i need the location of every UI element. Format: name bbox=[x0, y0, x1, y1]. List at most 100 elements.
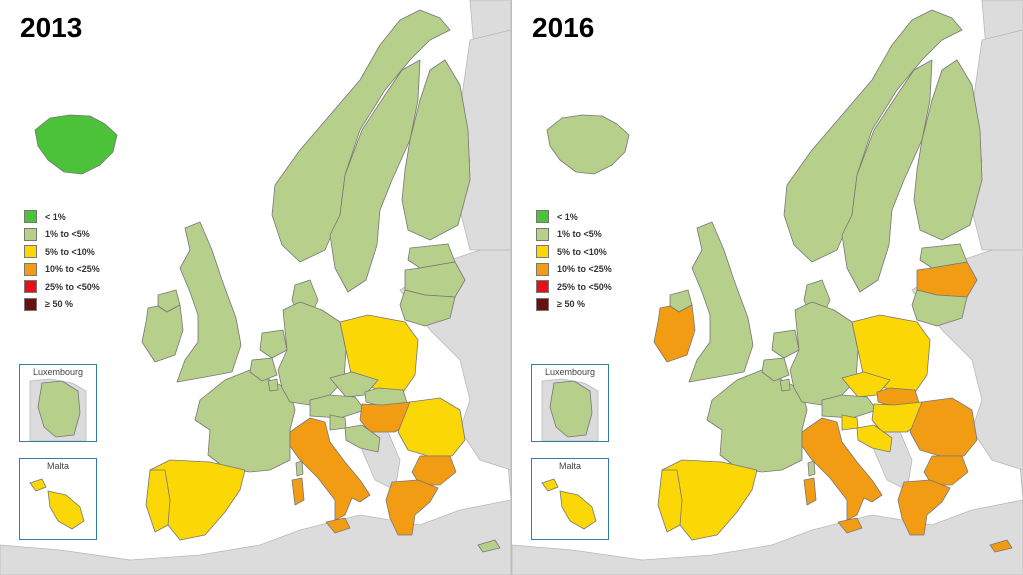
legend-swatch bbox=[536, 227, 549, 241]
legend-item: 1% to <5% bbox=[24, 226, 100, 244]
country-bulgaria bbox=[411, 455, 457, 486]
country-sardinia bbox=[291, 477, 305, 506]
year-title: 2016 bbox=[532, 12, 595, 43]
country-croatia bbox=[856, 424, 893, 453]
legend-label: 1% to <5% bbox=[557, 229, 602, 240]
legend-swatch bbox=[536, 262, 549, 276]
legend-swatch bbox=[536, 245, 549, 259]
non-eu-land bbox=[512, 0, 1023, 575]
panel-divider bbox=[511, 0, 512, 575]
legend-label: ≥ 50 % bbox=[45, 299, 73, 310]
legend-label: < 1% bbox=[557, 211, 578, 222]
legend-swatch bbox=[24, 245, 37, 259]
legend-swatch bbox=[536, 210, 549, 224]
luxembourg-inset: Luxembourg bbox=[531, 364, 609, 442]
legend-swatch bbox=[24, 227, 37, 241]
country-austria bbox=[309, 394, 366, 419]
country-croatia bbox=[344, 424, 381, 453]
country-iceland bbox=[546, 114, 630, 175]
legend-swatch bbox=[24, 262, 37, 276]
country-netherlands bbox=[259, 329, 288, 359]
malta-inset: Malta bbox=[531, 458, 609, 540]
country-poland bbox=[339, 314, 419, 393]
country-czechia bbox=[841, 371, 891, 398]
legend-item: < 1% bbox=[24, 208, 100, 226]
legend-label: 25% to <50% bbox=[45, 281, 100, 292]
legend-item: 25% to <50% bbox=[24, 278, 100, 296]
legend-item: 1% to <5% bbox=[536, 226, 612, 244]
year-title: 2013 bbox=[20, 12, 83, 43]
legend: < 1% 1% to <5% 5% to <10% 10% to <25% 25% to… bbox=[24, 208, 100, 313]
legend-swatch bbox=[24, 280, 37, 294]
legend-item: ≥ 50 % bbox=[24, 296, 100, 314]
country-uk bbox=[176, 221, 242, 383]
legend: < 1% 1% to <5% 5% to <10% 10% to <25% 25% to… bbox=[536, 208, 612, 313]
legend-swatch bbox=[24, 297, 37, 311]
country-finland bbox=[913, 59, 983, 241]
legend-label: 5% to <10% bbox=[45, 246, 95, 257]
country-sicily bbox=[837, 517, 863, 534]
country-france bbox=[194, 369, 296, 473]
country-finland bbox=[401, 59, 471, 241]
legend-swatch bbox=[24, 210, 37, 224]
malta-inset-title: Malta bbox=[558, 461, 581, 471]
country-germany bbox=[277, 301, 347, 406]
legend-item: 10% to <25% bbox=[536, 261, 612, 279]
legend-item: 25% to <50% bbox=[536, 278, 612, 296]
country-lithuania bbox=[911, 289, 968, 327]
country-corsica bbox=[295, 460, 304, 477]
country-romania bbox=[909, 397, 978, 457]
legend-label: 25% to <50% bbox=[557, 281, 612, 292]
country-austria bbox=[821, 394, 878, 419]
country-norway bbox=[783, 9, 963, 263]
country-bulgaria bbox=[923, 455, 969, 486]
country-luxembourg-inset bbox=[37, 380, 81, 438]
country-belgium bbox=[761, 357, 790, 382]
country-czechia bbox=[329, 371, 379, 398]
legend-swatch bbox=[536, 297, 549, 311]
country-uk bbox=[688, 221, 754, 383]
country-portugal bbox=[657, 469, 683, 533]
country-norway bbox=[271, 9, 451, 263]
legend-item: < 1% bbox=[536, 208, 612, 226]
malta-inset: Malta bbox=[19, 458, 97, 540]
country-luxembourg bbox=[267, 378, 279, 392]
map-panel-2013: 2013 < 1% 1% to <5% 5% to <10% 10% to <25% 2… bbox=[0, 0, 511, 575]
country-latvia bbox=[916, 261, 978, 298]
legend-label: 1% to <5% bbox=[45, 229, 90, 240]
legend-item: 5% to <10% bbox=[536, 243, 612, 261]
country-gozo bbox=[541, 478, 559, 492]
country-ireland bbox=[141, 304, 184, 363]
country-germany bbox=[789, 301, 859, 406]
europe-map bbox=[512, 0, 1023, 575]
malta-inset-title: Malta bbox=[46, 461, 69, 471]
country-sicily bbox=[325, 517, 351, 534]
map-panel-2016: 2016 < 1% 1% to <5% 5% to <10% 10% to <25% 2… bbox=[512, 0, 1023, 575]
luxembourg-inset-title: Luxembourg bbox=[32, 367, 84, 377]
country-gozo bbox=[29, 478, 47, 492]
europe-map bbox=[0, 0, 511, 575]
country-cyprus bbox=[477, 539, 501, 553]
country-malta-main bbox=[559, 490, 597, 530]
country-italy bbox=[801, 417, 883, 521]
country-sardinia bbox=[803, 477, 817, 506]
country-portugal bbox=[145, 469, 171, 533]
country-iceland bbox=[34, 114, 118, 175]
country-sweden bbox=[841, 59, 933, 293]
country-sweden bbox=[329, 59, 421, 293]
country-cyprus bbox=[989, 539, 1013, 553]
country-latvia bbox=[404, 261, 466, 298]
legend-item: 10% to <25% bbox=[24, 261, 100, 279]
country-corsica bbox=[807, 460, 816, 477]
legend-item: ≥ 50 % bbox=[536, 296, 612, 314]
country-italy bbox=[289, 417, 371, 521]
country-luxembourg-inset bbox=[549, 380, 593, 438]
legend-item: 5% to <10% bbox=[24, 243, 100, 261]
country-lithuania bbox=[399, 289, 456, 327]
legend-label: 10% to <25% bbox=[45, 264, 100, 275]
legend-label: 10% to <25% bbox=[557, 264, 612, 275]
country-france bbox=[706, 369, 808, 473]
country-romania bbox=[397, 397, 466, 457]
non-eu-land bbox=[0, 0, 511, 575]
legend-label: < 1% bbox=[45, 211, 66, 222]
